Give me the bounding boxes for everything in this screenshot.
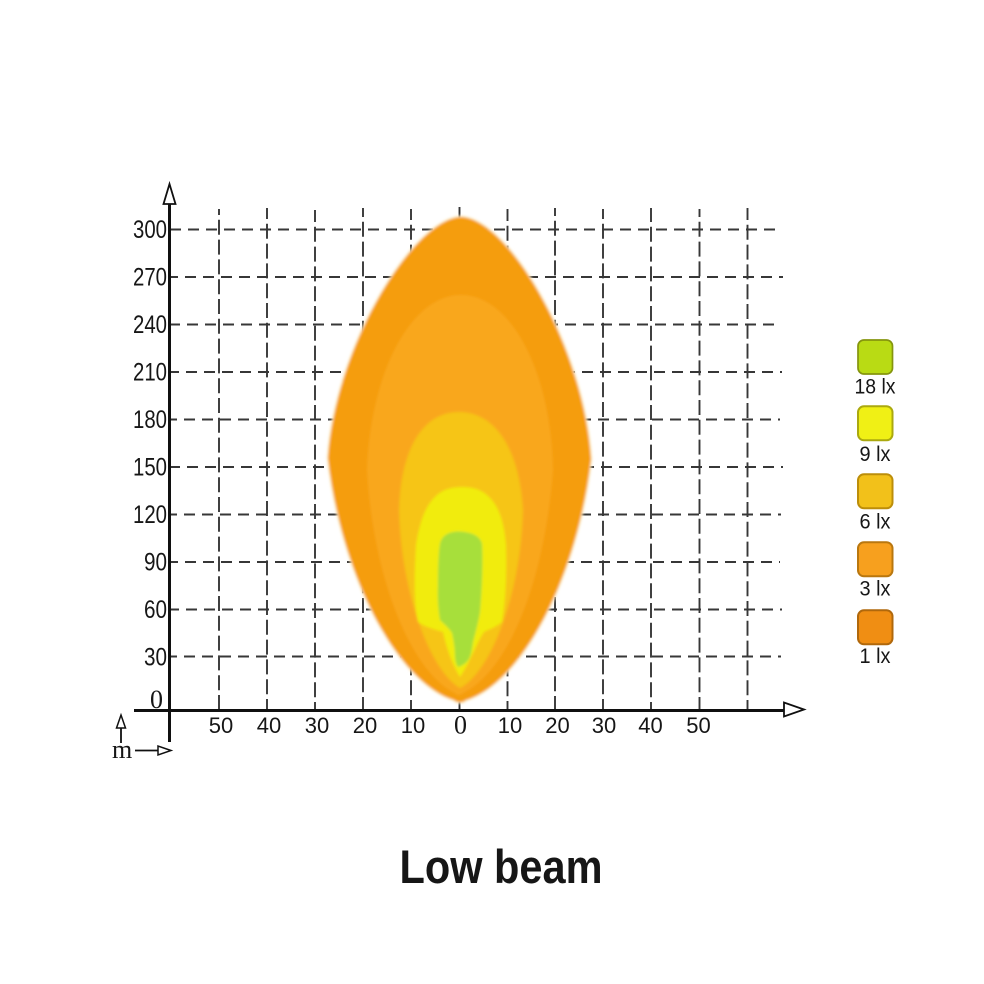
svg-text:20: 20 <box>353 713 377 738</box>
svg-text:30: 30 <box>592 713 616 738</box>
svg-text:270: 270 <box>133 264 167 292</box>
svg-text:10: 10 <box>401 713 425 738</box>
svg-text:m: m <box>112 735 132 764</box>
svg-text:0: 0 <box>454 711 467 740</box>
svg-text:180: 180 <box>133 406 167 434</box>
svg-text:10: 10 <box>498 713 522 738</box>
svg-text:6 lx: 6 lx <box>860 510 891 534</box>
svg-text:50: 50 <box>686 713 710 738</box>
svg-text:240: 240 <box>133 311 167 339</box>
svg-text:0: 0 <box>150 685 163 714</box>
svg-text:40: 40 <box>257 713 281 738</box>
svg-text:1 lx: 1 lx <box>860 644 891 668</box>
svg-text:30: 30 <box>305 713 329 738</box>
svg-text:9 lx: 9 lx <box>860 442 891 466</box>
svg-text:120: 120 <box>133 501 167 529</box>
svg-text:210: 210 <box>133 359 167 387</box>
svg-text:50: 50 <box>209 713 233 738</box>
svg-text:18 lx: 18 lx <box>855 375 896 399</box>
svg-text:40: 40 <box>638 713 662 738</box>
svg-text:60: 60 <box>144 596 167 624</box>
svg-text:90: 90 <box>144 549 167 577</box>
svg-text:300: 300 <box>133 216 167 244</box>
svg-text:30: 30 <box>144 644 167 672</box>
svg-text:Low beam: Low beam <box>400 840 603 893</box>
svg-text:3 lx: 3 lx <box>860 577 891 601</box>
svg-text:20: 20 <box>545 713 569 738</box>
svg-text:150: 150 <box>133 454 167 482</box>
